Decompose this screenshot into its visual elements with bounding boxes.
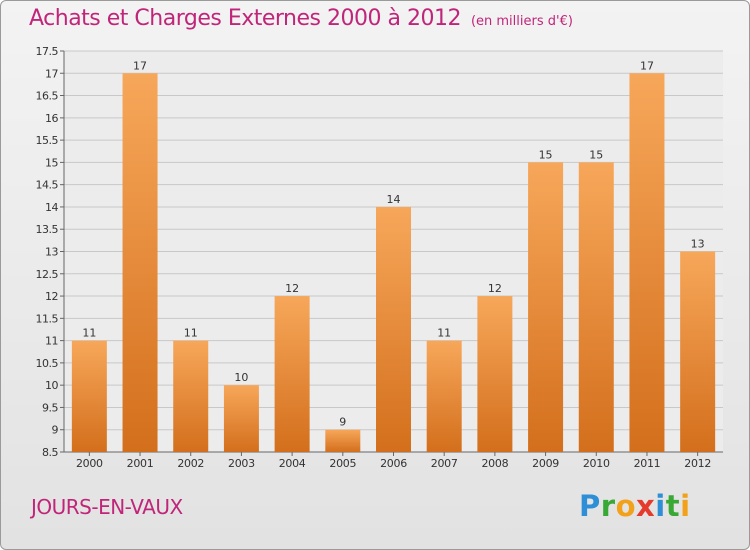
town-name: JOURS-EN-VAUX bbox=[31, 495, 183, 519]
bar-chart: 8.5 9 9.5 10 10.5 11 11.5 12 12.5 13 13.5 14 14.5 15 1… bbox=[36, 45, 723, 470]
bar-2009 bbox=[528, 162, 564, 452]
bar-2007 bbox=[426, 340, 462, 452]
y-tick-label: 13 bbox=[45, 246, 58, 259]
bar-2001 bbox=[122, 73, 158, 453]
y-tick-label: 12.5 bbox=[36, 268, 59, 281]
value-label-2001: 17 bbox=[133, 59, 147, 72]
bar-2002 bbox=[173, 340, 209, 452]
logo-letter: P bbox=[579, 489, 601, 523]
y-tick-label: 14.5 bbox=[36, 179, 59, 192]
bar-2011 bbox=[629, 73, 665, 453]
y-tick-label: 16.5 bbox=[36, 90, 59, 103]
y-tick-label: 13.5 bbox=[36, 223, 59, 236]
value-label-2002: 11 bbox=[184, 327, 198, 340]
x-tick-label-2001: 2001 bbox=[127, 457, 154, 470]
x-tick-label-2008: 2008 bbox=[481, 457, 508, 470]
value-label-2007: 11 bbox=[437, 327, 451, 340]
y-tick-label: 17 bbox=[45, 67, 58, 80]
bar-2012 bbox=[680, 251, 716, 452]
logo-letter: i bbox=[680, 489, 691, 523]
value-label-2010: 15 bbox=[589, 148, 603, 161]
x-tick-label-2012: 2012 bbox=[684, 457, 711, 470]
x-tick-label-2005: 2005 bbox=[329, 457, 356, 470]
value-label-2003: 10 bbox=[234, 371, 248, 384]
value-label-2012: 13 bbox=[691, 238, 705, 251]
logo-letter: x bbox=[636, 489, 656, 523]
bar-2000 bbox=[71, 340, 107, 452]
logo-letter: i bbox=[655, 489, 666, 523]
bar-2008 bbox=[477, 296, 513, 452]
x-tick-label-2007: 2007 bbox=[431, 457, 458, 470]
bar-2003 bbox=[223, 385, 259, 452]
chart-title-text: Achats et Charges Externes 2000 à 2012 bbox=[29, 6, 461, 31]
value-label-2009: 15 bbox=[539, 148, 553, 161]
logo-letter: o bbox=[615, 489, 637, 523]
y-tick-label: 9 bbox=[52, 424, 59, 437]
x-tick-label-2006: 2006 bbox=[380, 457, 407, 470]
bar-2005 bbox=[325, 429, 361, 452]
y-tick-label: 11.5 bbox=[36, 312, 59, 325]
y-tick-label: 11 bbox=[45, 335, 58, 348]
y-tick-label: 15.5 bbox=[36, 134, 59, 147]
value-label-2005: 9 bbox=[339, 416, 346, 429]
y-tick-label: 10.5 bbox=[36, 357, 59, 370]
y-tick-label: 15 bbox=[45, 156, 58, 169]
logo-letter: r bbox=[600, 489, 616, 523]
y-tick-label: 16 bbox=[45, 112, 58, 125]
value-label-2008: 12 bbox=[488, 282, 502, 295]
x-tick-label-2011: 2011 bbox=[634, 457, 661, 470]
x-tick-label-2009: 2009 bbox=[532, 457, 559, 470]
x-tick-label-2010: 2010 bbox=[583, 457, 610, 470]
x-tick-label-2000: 2000 bbox=[76, 457, 103, 470]
y-tick-label: 17.5 bbox=[36, 45, 59, 58]
value-label-2006: 14 bbox=[387, 193, 401, 206]
x-tick-label-2004: 2004 bbox=[279, 457, 306, 470]
x-tick-label-2003: 2003 bbox=[228, 457, 255, 470]
value-label-2011: 17 bbox=[640, 59, 654, 72]
bar-2004 bbox=[274, 296, 310, 452]
x-tick-label-2002: 2002 bbox=[177, 457, 204, 470]
y-tick-label: 9.5 bbox=[42, 401, 58, 414]
chart-title: Achats et Charges Externes 2000 à 2012 (e… bbox=[29, 6, 573, 31]
y-tick-label: 8.5 bbox=[42, 446, 58, 459]
value-label-2004: 12 bbox=[285, 282, 299, 295]
y-tick-label: 14 bbox=[45, 201, 58, 214]
chart-unit: (en milliers d'€) bbox=[470, 14, 573, 29]
y-tick-label: 12 bbox=[45, 290, 58, 303]
logo-letter: t bbox=[665, 489, 681, 523]
y-tick-label: 10 bbox=[45, 379, 58, 392]
bar-2006 bbox=[376, 206, 411, 452]
proxiti-logo: Proxiti bbox=[579, 489, 691, 523]
bar-2010 bbox=[578, 162, 614, 452]
value-label-2000: 11 bbox=[82, 327, 96, 340]
